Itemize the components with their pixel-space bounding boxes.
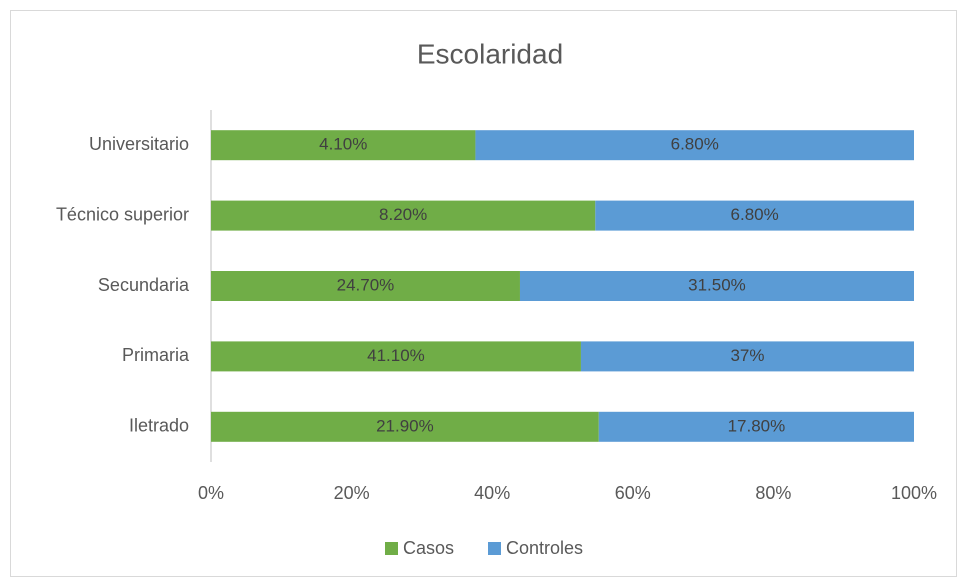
value-label: 37% [730, 346, 764, 365]
legend-label: Casos [403, 538, 454, 558]
value-label: 41.10% [367, 346, 425, 365]
legend-label: Controles [506, 538, 583, 558]
bar-segment [211, 411, 599, 442]
bar-segment [211, 200, 596, 231]
bar-segment [519, 271, 914, 301]
y-tick-label: Secundaria [98, 275, 190, 295]
legend-swatch [488, 542, 501, 555]
value-label: 31.50% [688, 275, 746, 294]
value-label: 17.80% [728, 416, 786, 435]
x-tick-label: 80% [755, 483, 791, 503]
bar-segment [211, 341, 581, 372]
value-label: 6.80% [671, 135, 719, 154]
y-tick-label: Universitario [89, 134, 189, 154]
y-tick-label: Técnico superior [56, 204, 189, 224]
bar-segment [598, 411, 914, 442]
value-label: 21.90% [376, 416, 434, 435]
value-label: 8.20% [379, 205, 427, 224]
chart-title: Escolaridad [417, 38, 563, 69]
x-tick-label: 100% [891, 483, 937, 503]
y-tick-label: Iletrado [129, 416, 189, 436]
bar-segment [595, 200, 914, 231]
bar-segment [475, 130, 914, 161]
value-label: 4.10% [319, 135, 367, 154]
x-tick-label: 40% [474, 483, 510, 503]
x-tick-label: 60% [615, 483, 651, 503]
bar-segment [211, 271, 520, 301]
value-label: 24.70% [337, 275, 395, 294]
bar-segment [580, 341, 914, 372]
x-tick-label: 0% [198, 483, 224, 503]
value-label: 6.80% [731, 205, 779, 224]
bar-segment [211, 130, 476, 161]
y-tick-label: Primaria [122, 345, 190, 365]
x-tick-label: 20% [334, 483, 370, 503]
legend-swatch [385, 542, 398, 555]
